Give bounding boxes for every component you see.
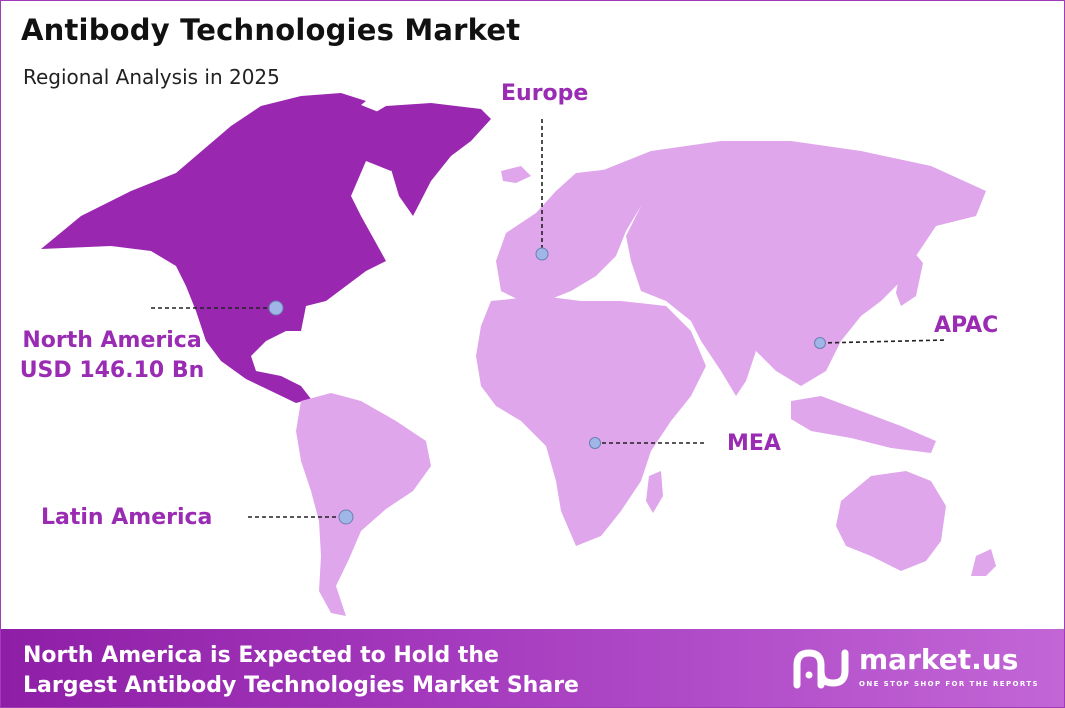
southeast-asia-islands xyxy=(791,396,936,453)
footer-headline: North America is Expected to Hold the La… xyxy=(23,641,579,701)
brand-tagline: ONE STOP SHOP FOR THE REPORTS xyxy=(859,680,1039,688)
iceland xyxy=(501,166,531,183)
mea-region[interactable] xyxy=(476,296,706,546)
north-america-value: USD 146.10 Bn xyxy=(19,358,205,383)
page-title: Antibody Technologies Market xyxy=(21,13,521,47)
apac-label: APAC xyxy=(934,313,999,338)
north-america-label: North America USD 146.10 Bn xyxy=(15,326,209,386)
north-america-region[interactable] xyxy=(41,101,406,403)
asia-region[interactable] xyxy=(601,141,986,396)
footer-banner: North America is Expected to Hold the La… xyxy=(1,629,1064,707)
mea-label: MEA xyxy=(727,431,781,456)
latin-america-label: Latin America xyxy=(41,505,213,530)
north-america-marker[interactable] xyxy=(268,300,284,316)
north-america-name: North America xyxy=(22,328,202,353)
australia xyxy=(836,471,946,571)
europe-marker[interactable] xyxy=(535,247,549,261)
latin-america-region[interactable] xyxy=(296,393,431,616)
arctic-islands xyxy=(231,93,366,129)
world-map xyxy=(41,93,996,616)
latin-america-marker[interactable] xyxy=(338,509,354,525)
europe-region[interactable] xyxy=(496,169,641,301)
apac-marker[interactable] xyxy=(814,337,826,349)
page-subtitle: Regional Analysis in 2025 xyxy=(23,65,280,89)
mea-marker[interactable] xyxy=(589,437,601,449)
brand-name: market.us xyxy=(859,643,1019,676)
footer-line-1: North America is Expected to Hold the xyxy=(23,643,499,668)
new-zealand xyxy=(971,549,996,576)
europe-label: Europe xyxy=(501,81,589,106)
greenland xyxy=(361,103,491,216)
market-us-logo-icon xyxy=(793,649,849,689)
footer-line-2: Largest Antibody Technologies Market Sha… xyxy=(23,673,579,698)
japan xyxy=(896,251,923,306)
madagascar xyxy=(646,471,663,513)
